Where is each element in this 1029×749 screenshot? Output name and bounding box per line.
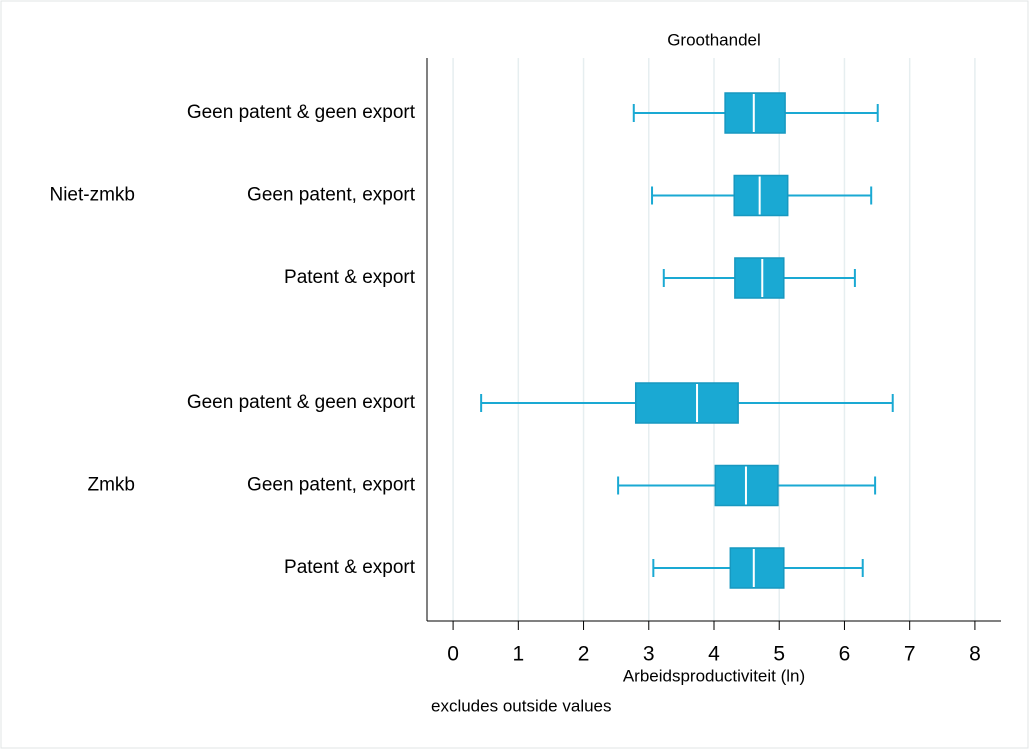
box: [734, 257, 785, 299]
x-tick-label: 0: [447, 643, 459, 666]
category-label: Geen patent, export: [247, 185, 416, 206]
x-tick-label: 2: [578, 643, 590, 666]
category-label: Patent & export: [284, 557, 416, 578]
x-tick-label: 4: [708, 643, 720, 666]
category-label: Patent & export: [284, 267, 416, 288]
x-tick-label: 7: [904, 643, 916, 666]
x-tick-label: 1: [512, 643, 524, 666]
x-axis-label: Arbeidsproductiviteit (ln): [623, 666, 805, 685]
box: [724, 92, 786, 134]
category-label: Geen patent & geen export: [187, 392, 416, 413]
box: [729, 547, 785, 589]
x-tick-label: 8: [969, 643, 981, 666]
box: [733, 174, 789, 217]
box: [634, 382, 739, 424]
x-tick-label: 3: [643, 643, 655, 666]
note: excludes outside values: [431, 696, 612, 715]
x-tick-label: 6: [839, 643, 851, 666]
category-label: Geen patent & geen export: [187, 102, 416, 123]
group-label: Zmkb: [88, 475, 136, 496]
chart-title: Groothandel: [667, 30, 761, 49]
category-label: Geen patent, export: [247, 475, 416, 496]
group-label: Niet-zmkb: [49, 185, 135, 206]
x-tick-label: 5: [773, 643, 785, 666]
